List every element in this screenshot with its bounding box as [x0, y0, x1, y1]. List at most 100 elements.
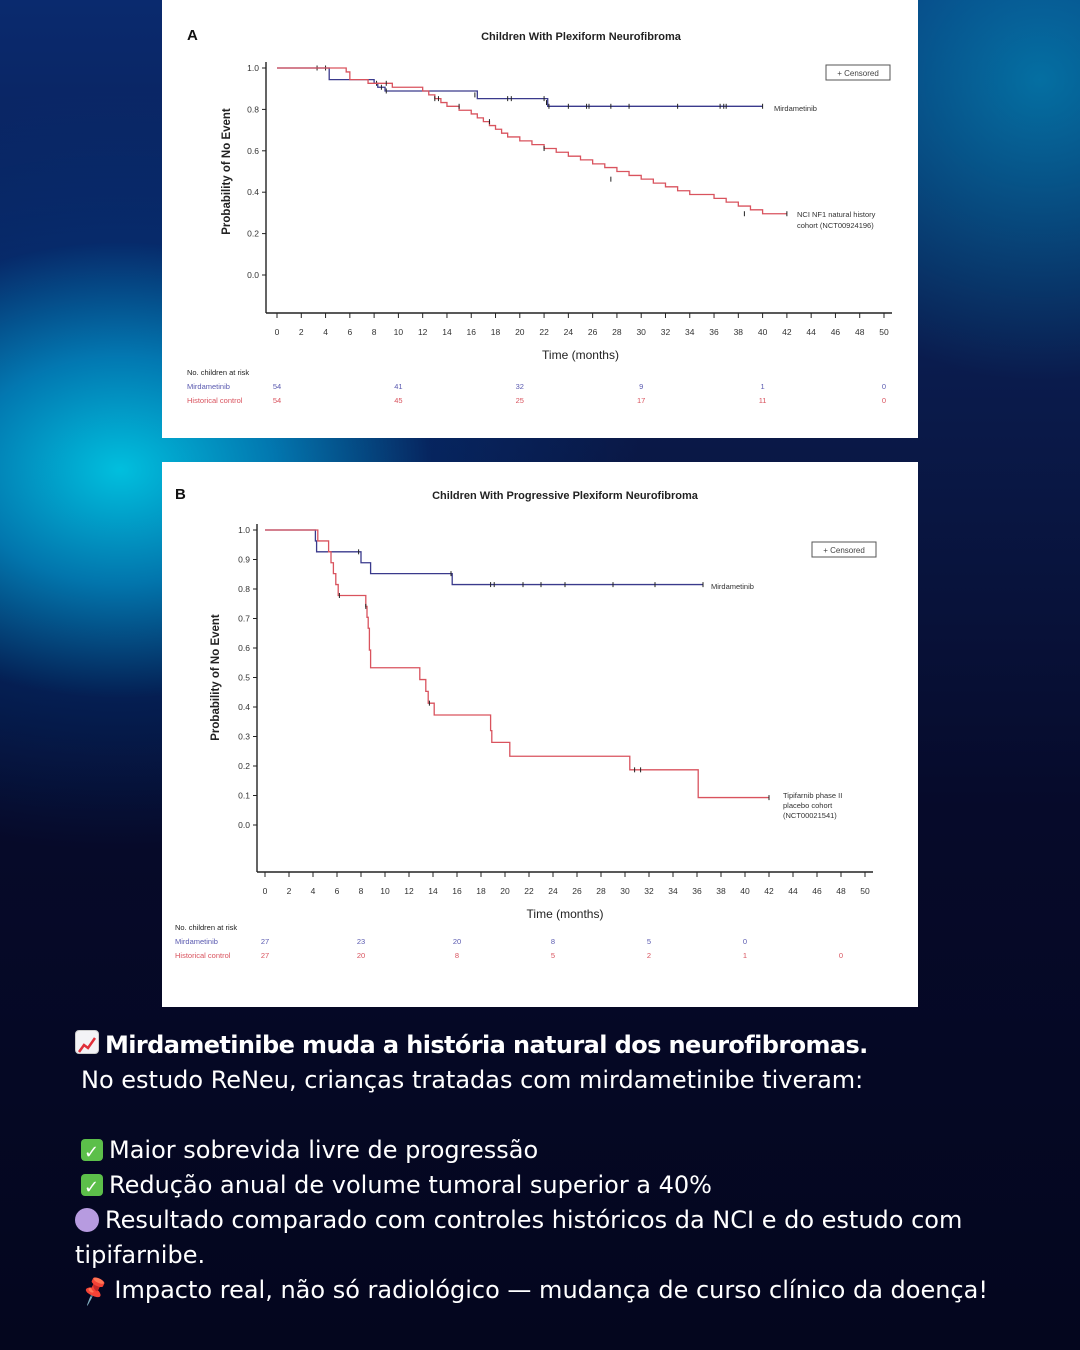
- at-risk-value: 27: [261, 937, 269, 946]
- x-tick-label: 34: [685, 327, 695, 337]
- x-tick-label: 24: [548, 886, 558, 896]
- x-tick-label: 26: [572, 886, 582, 896]
- x-tick-label: 32: [661, 327, 671, 337]
- chart-panel-a: A Children With Plexiform Neurofibroma 1.0…: [162, 0, 918, 438]
- y-axis-label: Probability of No Event: [210, 614, 222, 741]
- series-label: (NCT00021541): [783, 811, 837, 820]
- x-tick-label: 2: [299, 327, 304, 337]
- x-tick-label: 8: [359, 886, 364, 896]
- x-tick-label: 48: [855, 327, 865, 337]
- x-tick-label: 26: [588, 327, 598, 337]
- bullet-text: Impacto real, não só radiológico — mudan…: [114, 1276, 988, 1304]
- at-risk-row-label: Mirdametinib: [187, 382, 230, 391]
- at-risk-value: 5: [551, 951, 555, 960]
- at-risk-value: 8: [455, 951, 459, 960]
- caption-bullet: 📌 Impacto real, não só radiológico — muda…: [75, 1273, 1035, 1309]
- x-tick-label: 2: [287, 886, 292, 896]
- caption-intro: No estudo ReNeu, crianças tratadas com m…: [81, 1066, 864, 1094]
- legend-censored: + Censored: [837, 69, 879, 78]
- y-tick-label: 0.2: [238, 761, 250, 771]
- series-label: placebo cohort: [783, 801, 833, 810]
- km-chart-a: A Children With Plexiform Neurofibroma 1.0…: [187, 27, 892, 405]
- bullet-text: Maior sobrevida livre de progressão: [109, 1136, 539, 1164]
- at-risk-row-label: Historical control: [187, 396, 243, 405]
- at-risk-value: 54: [273, 396, 281, 405]
- x-tick-label: 28: [612, 327, 622, 337]
- y-tick-label: 1.0: [247, 63, 259, 73]
- y-tick-label: 0.0: [247, 270, 259, 280]
- km-curve-historical-control: [265, 529, 769, 799]
- x-tick-label: 12: [418, 327, 428, 337]
- legend-censored: + Censored: [823, 546, 865, 555]
- series-label: cohort (NCT00924196): [797, 221, 874, 230]
- headline-text: Mirdametinibe muda a história natural do…: [105, 1031, 868, 1059]
- at-risk-value: 54: [273, 382, 281, 391]
- at-risk-value: 17: [637, 396, 645, 405]
- x-axis-label: Time (months): [542, 348, 619, 362]
- x-tick-label: 22: [539, 327, 549, 337]
- x-tick-label: 40: [758, 327, 768, 337]
- at-risk-value: 0: [882, 396, 886, 405]
- check-mark-icon: [81, 1170, 103, 1205]
- caption-bullet: Redução anual de volume tumoral superior…: [75, 1168, 1035, 1205]
- at-risk-header: No. children at risk: [175, 923, 237, 932]
- series-label: Mirdametinib: [711, 582, 754, 591]
- x-tick-label: 30: [620, 886, 630, 896]
- bullet-text: Redução anual de volume tumoral superior…: [109, 1171, 712, 1199]
- at-risk-value: 8: [551, 937, 555, 946]
- x-tick-label: 50: [860, 886, 870, 896]
- at-risk-value: 0: [882, 382, 886, 391]
- at-risk-value: 45: [394, 396, 402, 405]
- at-risk-value: 0: [743, 937, 747, 946]
- x-tick-label: 16: [467, 327, 477, 337]
- x-tick-label: 46: [831, 327, 841, 337]
- x-axis-label: Time (months): [527, 907, 604, 921]
- pushpin-icon: 📌: [77, 1275, 112, 1308]
- x-tick-label: 18: [491, 327, 501, 337]
- x-tick-label: 38: [734, 327, 744, 337]
- caption-bullet: Resultado comparado com controles histór…: [75, 1203, 1035, 1273]
- panel-label: A: [187, 27, 198, 44]
- y-tick-label: 0.6: [238, 643, 250, 653]
- at-risk-value: 32: [516, 382, 524, 391]
- x-tick-label: 4: [311, 886, 316, 896]
- x-tick-label: 44: [806, 327, 816, 337]
- x-tick-label: 36: [692, 886, 702, 896]
- km-curve-mirdametinib: [265, 529, 703, 586]
- x-tick-label: 20: [500, 886, 510, 896]
- at-risk-value: 2: [647, 951, 651, 960]
- chart-title: Children With Progressive Plexiform Neur…: [432, 490, 699, 502]
- series-label: Mirdametinib: [774, 104, 817, 113]
- panel-label: B: [175, 486, 186, 503]
- at-risk-value: 20: [357, 951, 365, 960]
- x-tick-label: 12: [404, 886, 414, 896]
- chart-increasing-icon: [75, 1030, 99, 1054]
- x-tick-label: 4: [323, 327, 328, 337]
- x-tick-label: 6: [347, 327, 352, 337]
- x-tick-label: 6: [335, 886, 340, 896]
- x-tick-label: 32: [644, 886, 654, 896]
- series-label: NCI NF1 natural history: [797, 210, 876, 219]
- x-tick-label: 44: [788, 886, 798, 896]
- y-tick-label: 0.9: [238, 555, 250, 565]
- x-tick-label: 42: [764, 886, 774, 896]
- post-caption: Mirdametinibe muda a história natural do…: [75, 1028, 1035, 1309]
- x-tick-label: 46: [812, 886, 822, 896]
- x-tick-label: 20: [515, 327, 525, 337]
- x-tick-label: 36: [709, 327, 719, 337]
- x-tick-label: 40: [740, 886, 750, 896]
- x-tick-label: 8: [372, 327, 377, 337]
- y-tick-label: 0.4: [238, 702, 250, 712]
- at-risk-value: 5: [647, 937, 651, 946]
- y-tick-label: 1.0: [238, 525, 250, 535]
- at-risk-value: 0: [839, 951, 843, 960]
- y-tick-label: 0.6: [247, 146, 259, 156]
- purple-circle-icon: [75, 1208, 99, 1232]
- series-label: Tipifarnib phase II: [783, 791, 842, 800]
- at-risk-value: 11: [759, 396, 767, 405]
- at-risk-value: 23: [357, 937, 365, 946]
- x-tick-label: 16: [452, 886, 462, 896]
- y-tick-label: 0.4: [247, 187, 259, 197]
- at-risk-value: 41: [394, 382, 402, 391]
- at-risk-value: 1: [761, 382, 765, 391]
